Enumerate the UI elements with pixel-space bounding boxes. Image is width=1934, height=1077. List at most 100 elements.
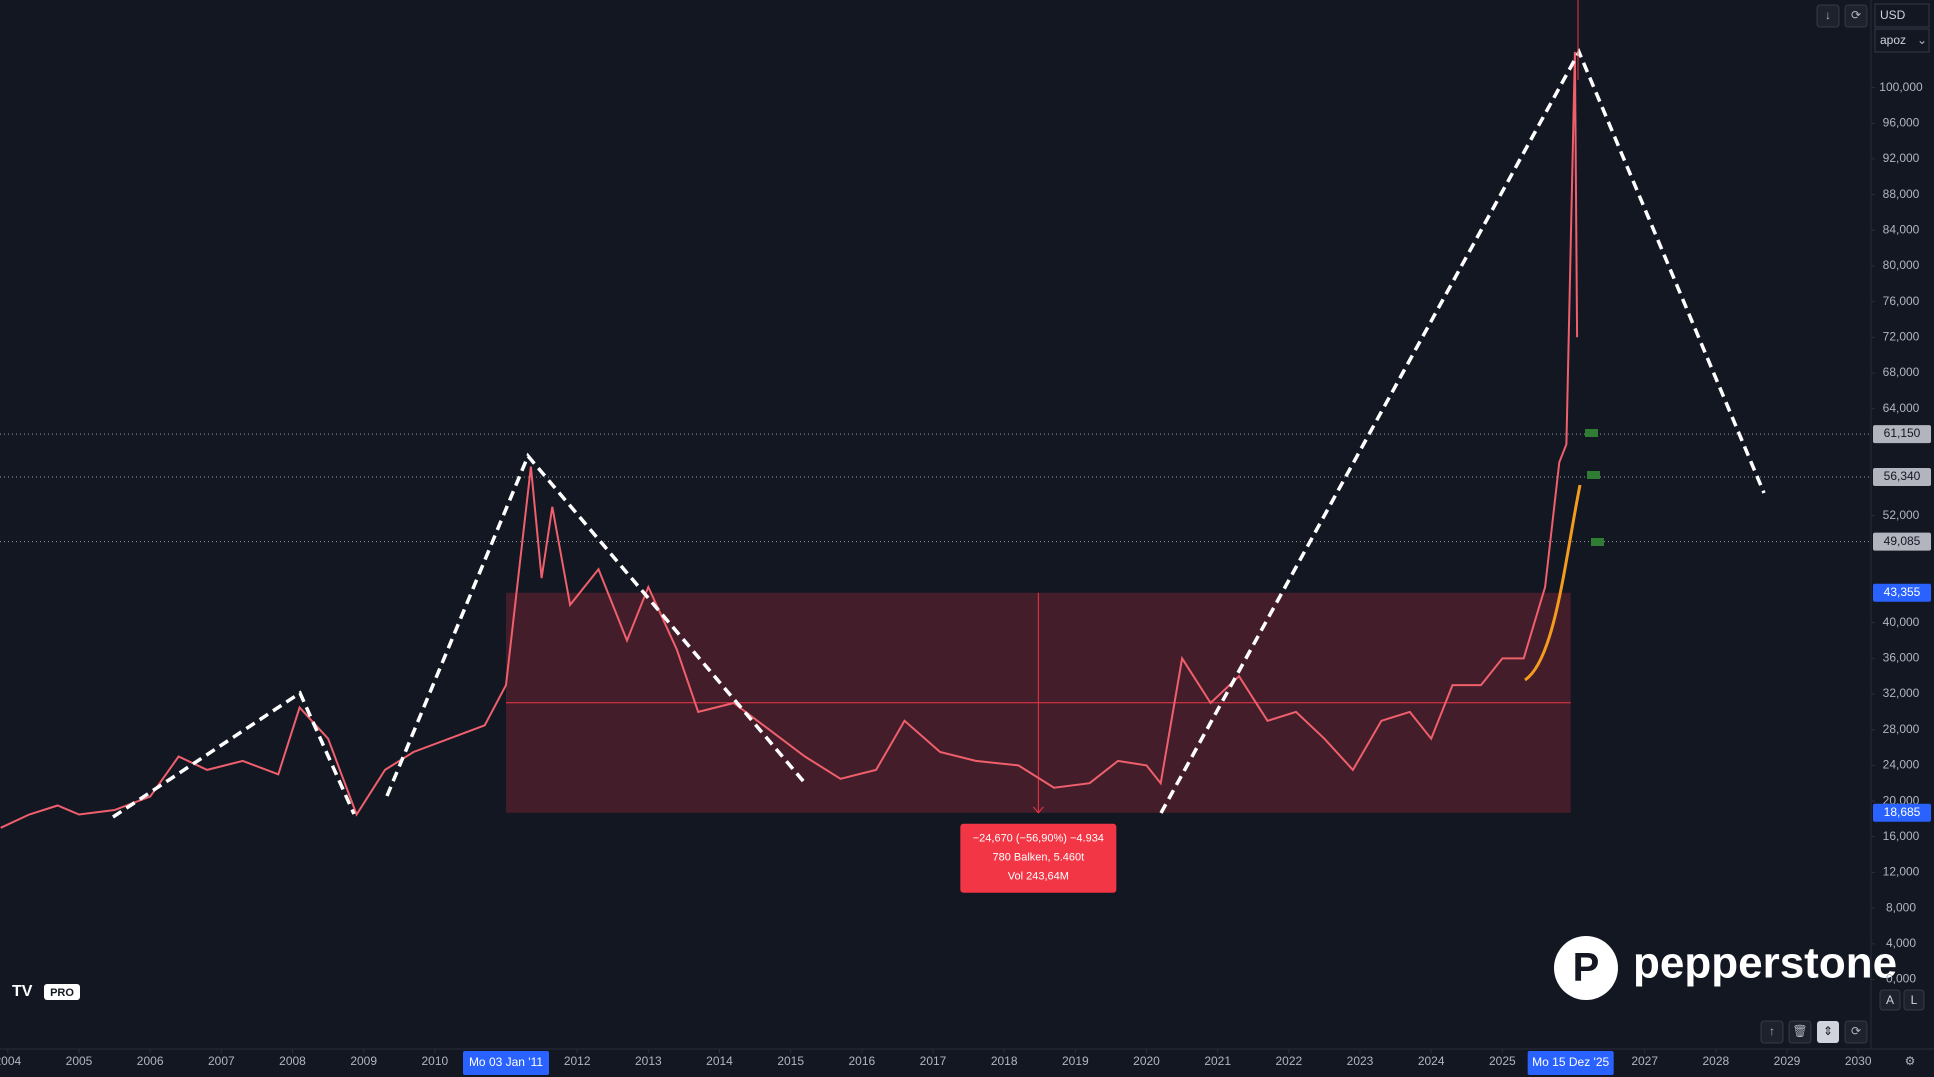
y-tick-label: 92,000 [1883,151,1920,165]
marker [1587,471,1600,479]
x-tick-label: 2016 [848,1054,875,1068]
y-tick-label: 20,000 [1883,793,1920,807]
price-tag [1873,467,1931,486]
range-price-tag [1873,583,1931,602]
x-tick-label: 2005 [66,1054,93,1068]
button-icon: 🗑 [1792,1024,1807,1038]
range-date-tag [463,1051,550,1075]
y-tick-label: 24,000 [1883,758,1920,772]
watermark: pepperstone [1633,939,1897,988]
scale-button-label: L [1911,993,1918,1007]
range-price-tag [1873,803,1931,822]
button[interactable] [1760,1020,1784,1044]
account-select[interactable] [1874,28,1930,53]
currency: USD [1880,8,1906,22]
price-tag-label: 56,340 [1884,469,1921,483]
watermark-icon [1554,936,1618,1000]
range-date-tag [1527,1051,1614,1075]
account: apoz [1880,33,1906,47]
y-tick-label: 4,000 [1886,936,1916,950]
settings-icon[interactable]: ⚙ [1905,1054,1916,1068]
x-tick-label: 2018 [991,1054,1018,1068]
y-tick-label: 0,000 [1886,972,1916,986]
y-tick-label: 36,000 [1883,651,1920,665]
button[interactable] [1844,1020,1868,1044]
button[interactable] [1816,4,1840,28]
x-tick-label: 2004 [0,1054,21,1068]
scale-button-label: A [1886,993,1894,1007]
button[interactable] [1788,1020,1812,1044]
x-tick-label: 2024 [1418,1054,1445,1068]
y-tick-label: 84,000 [1883,222,1920,236]
x-tick-label: 2009 [350,1054,377,1068]
x-tick-label: 2023 [1347,1054,1374,1068]
range-date-label: Mo 03 Jan '11 [469,1055,543,1069]
dashed-trend [1159,47,1766,814]
button-icon: ⟳ [1851,1024,1861,1038]
price-line-series [0,51,1579,829]
x-tick-label: 2007 [208,1054,235,1068]
x-tick-label: 2014 [706,1054,733,1068]
price-tag-label: 61,150 [1884,426,1921,440]
range-tooltip [960,823,1117,893]
y-tick-label: 96,000 [1883,115,1920,129]
range-arrow [1032,806,1044,814]
x-tick-label: 2029 [1774,1054,1801,1068]
scale-button[interactable] [1879,989,1901,1011]
button[interactable] [1844,4,1868,28]
x-tick-label: 2021 [1204,1054,1231,1068]
range-tooltip-text: Vol 243,64M [1008,871,1069,883]
range-price-label: 18,685 [1884,805,1921,819]
x-tick-label: 2022 [1275,1054,1302,1068]
y-tick-label: 40,000 [1883,615,1920,629]
tv-logo: TV [12,983,33,1000]
button-icon: ⟳ [1851,8,1861,22]
trend-drawings [112,47,1766,819]
y-tick-label: 76,000 [1883,294,1920,308]
price-tag-label: 49,085 [1884,534,1921,548]
range-price-label: 43,355 [1884,585,1921,599]
ma-line [1524,484,1582,682]
button-icon: ↑ [1769,1024,1775,1038]
range-date-label: Mo 15 Dez '25 [1532,1055,1609,1069]
marker [1591,538,1604,546]
x-tick-label: 2013 [635,1054,662,1068]
price-tag [1873,425,1931,444]
x-tick-label: 2030 [1845,1054,1872,1068]
x-tick-label: 2008 [279,1054,306,1068]
x-tick-label: 2015 [777,1054,804,1068]
x-tick-label: 2010 [421,1054,448,1068]
logo-badge-bg [44,984,80,1000]
dashed-trend [385,452,806,797]
y-tick-label: 32,000 [1883,686,1920,700]
y-tick-label: 52,000 [1883,508,1920,522]
y-tick-label: 64,000 [1883,401,1920,415]
x-tick-label: 2017 [920,1054,947,1068]
x-tick-label: 2019 [1062,1054,1089,1068]
currency-select[interactable] [1874,3,1930,28]
x-tick-label: 2025 [1489,1054,1516,1068]
range-tooltip-text: 780 Balken, 5.460t [992,852,1084,864]
y-tick-label: 100,000 [1879,80,1923,94]
logo-badge: PRO [50,987,74,999]
dashed-trend [112,690,356,819]
y-tick-label: 88,000 [1883,187,1920,201]
x-tick-label: 2006 [137,1054,164,1068]
range-tooltip-text: −24,670 (−56,90%) −4.934 [973,833,1104,845]
scale-button[interactable] [1903,989,1925,1011]
x-tick-label: 2020 [1133,1054,1160,1068]
watermark-icon-glyph: P [1573,946,1600,990]
y-tick-label: 68,000 [1883,365,1920,379]
y-tick-label: 28,000 [1883,722,1920,736]
y-tick-label: 16,000 [1883,829,1920,843]
y-tick-label: 8,000 [1886,900,1916,914]
button-icon: ⇕ [1823,1024,1833,1038]
y-tick-label: 80,000 [1883,258,1920,272]
x-tick-label: 2012 [564,1054,591,1068]
bottom-toolbar: ↑ 🗑 ⇕ ⟳ [1760,1020,1868,1044]
marker [1585,429,1598,437]
button[interactable] [1817,1021,1839,1043]
